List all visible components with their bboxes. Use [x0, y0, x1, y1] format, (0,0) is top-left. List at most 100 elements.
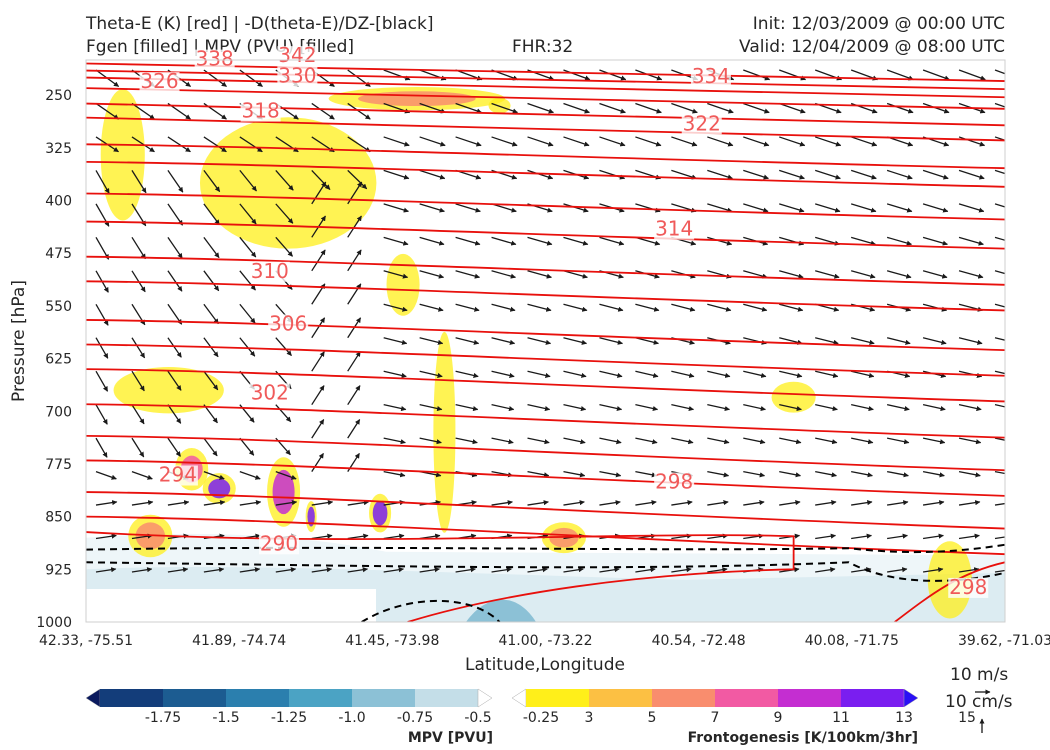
colorbar-segment — [778, 689, 841, 707]
wind-vector — [815, 470, 837, 478]
wind-vector — [527, 567, 548, 573]
wind-vector — [851, 500, 873, 506]
wind-vector — [850, 270, 876, 279]
wind-vector — [383, 370, 407, 378]
wind-vector — [383, 270, 409, 279]
wind-vector — [635, 500, 657, 506]
wind-vector — [455, 136, 482, 147]
theta-e-label-bg — [249, 383, 290, 404]
theta-e-label-bg — [240, 101, 281, 122]
colorbar-tick: -1.75 — [145, 710, 181, 726]
wind-vector — [887, 500, 909, 506]
wind-vector — [743, 136, 770, 147]
wind-vector — [779, 370, 803, 378]
wind-vector — [922, 567, 944, 573]
theta-e-label: 318 — [242, 99, 280, 123]
wind-vector — [779, 270, 804, 279]
wind-vector — [527, 270, 552, 279]
wind-vector — [599, 102, 626, 114]
wind-vector — [419, 102, 447, 114]
wind-vector — [779, 69, 807, 81]
theta-e-label-bg — [139, 72, 180, 93]
y-tick-label: 1000 — [36, 615, 72, 631]
wind-vector — [383, 470, 406, 478]
wind-vector — [563, 404, 587, 412]
wind-vector — [779, 404, 802, 412]
wind-vector — [527, 136, 554, 147]
wind-vector — [347, 249, 362, 272]
colorbar-segment — [841, 689, 904, 707]
wind-vector — [563, 69, 591, 81]
wind-vector — [563, 303, 588, 312]
theta-e-contour — [86, 434, 1005, 472]
wind-vector — [491, 236, 517, 246]
wind-vector — [239, 236, 257, 258]
theta-e-label-bg — [249, 261, 290, 282]
x-tick-label: 40.08, -71.75 — [805, 633, 899, 649]
colorbar-tick: 13 — [895, 710, 913, 726]
wind-vector — [671, 102, 698, 114]
wind-vector — [95, 470, 117, 480]
wind-vector — [239, 69, 263, 88]
wind-vector — [239, 203, 257, 225]
wind-vector — [599, 404, 623, 412]
wind-vector — [994, 404, 1005, 408]
wind-vector — [635, 136, 662, 147]
wind-vector — [563, 102, 590, 114]
theta-e-label: 330 — [278, 63, 316, 87]
wind-vector — [922, 533, 944, 540]
wind-vector — [311, 533, 333, 540]
colorbar-segment — [589, 689, 652, 707]
wind-vector — [994, 169, 1005, 175]
wind-vector — [779, 203, 805, 213]
wind-vector — [167, 437, 181, 457]
wind-vector — [958, 437, 982, 445]
wind-vector — [419, 404, 443, 412]
wind-vector — [635, 437, 658, 445]
wind-vector — [743, 270, 768, 279]
wind-vector — [95, 303, 109, 326]
theta-e-label: 306 — [269, 311, 307, 335]
wind-vector — [95, 404, 108, 425]
wind-vector — [994, 203, 1005, 208]
wind-vector — [311, 317, 326, 339]
colorbar-extend — [511, 688, 527, 708]
wind-vector — [383, 337, 408, 345]
wind-vector — [851, 370, 875, 378]
wind-vector — [850, 236, 876, 246]
d-theta-e-dz-contour — [86, 561, 1005, 582]
wind-vector — [167, 236, 183, 259]
wind-vector — [994, 502, 1005, 506]
wind-vector — [383, 69, 411, 81]
wind-vector — [383, 203, 409, 213]
wind-vector — [958, 567, 980, 573]
wind-vector — [599, 470, 622, 478]
wind-vector — [563, 567, 584, 573]
wind-vector — [491, 567, 512, 573]
theta-e-label-bg — [654, 219, 695, 240]
theta-e-contour — [86, 102, 1005, 127]
colorbar-tick: -1.5 — [212, 710, 239, 726]
wind-vector — [419, 370, 443, 378]
wind-vector — [743, 203, 769, 213]
wind-vector — [347, 419, 361, 439]
wind-vector — [455, 236, 481, 246]
theta-e-label: 326 — [140, 69, 178, 93]
wind-vector — [347, 169, 368, 190]
y-tick-label: 400 — [45, 194, 72, 210]
wind-vector — [815, 370, 839, 378]
wind-vector — [707, 500, 729, 506]
wind-vector — [239, 437, 255, 456]
theta-e-label: 334 — [692, 64, 730, 88]
frontogenesis-fill — [113, 366, 224, 414]
wind-vector — [779, 567, 800, 573]
wind-vector — [203, 370, 219, 391]
wind-vector — [203, 500, 226, 506]
frontogenesis-fill — [386, 253, 420, 316]
wind-vector — [455, 404, 479, 412]
wind-vector — [815, 533, 837, 540]
wind-vector — [743, 370, 767, 378]
wind-vector — [455, 303, 480, 312]
colorbar-segment — [289, 689, 352, 707]
wind-vector — [743, 102, 770, 114]
